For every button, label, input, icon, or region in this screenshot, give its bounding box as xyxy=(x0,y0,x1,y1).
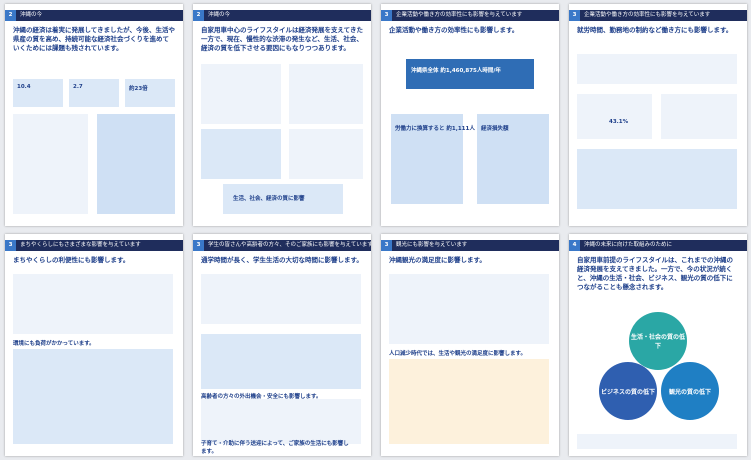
figure-block xyxy=(477,114,549,204)
header-title: まちやくらしにもさまざまな影響を与えています xyxy=(20,242,141,248)
headline: 自家用車中心のライフスタイルは経済発展を支えてきた一方で、現在、慢性的な渋滞の発… xyxy=(201,26,363,52)
figure-block xyxy=(13,349,173,444)
headline: 沖縄の経済は着実に発展してきましたが、今後、生活や県産の質を高め、持続可能な経済… xyxy=(13,26,175,52)
section-number: 3 xyxy=(193,240,204,251)
figure-block xyxy=(13,79,63,107)
figure-block xyxy=(406,59,534,89)
document-page: 3 観光にも影響を与えています沖縄観光の満足度に影響します。人口減少時代では、生活… xyxy=(381,234,559,456)
header-title: 企業活動や働き方の効率性にも影響を与えています xyxy=(584,12,711,18)
item-text: 経済損失額 xyxy=(481,126,509,132)
figure-block xyxy=(577,54,737,84)
section-number: 2 xyxy=(193,10,204,21)
figure-block xyxy=(125,79,175,107)
document-page: 3 学生の皆さんや高齢者の方々、そのご家族にも影響を与えています通学時間が長く、学… xyxy=(193,234,371,456)
section-number: 3 xyxy=(381,10,392,21)
section-header: 3 企業活動や働き方の効率性にも影響を与えています xyxy=(569,10,747,21)
figure-block xyxy=(223,184,343,214)
figure-block xyxy=(577,94,652,139)
section-header: 4 沖縄の未来に向けた取組みのために xyxy=(569,240,747,251)
item-text: 高齢者の方々の外出機会・安全にも影響します。 xyxy=(201,394,322,400)
header-title: 沖縄の今 xyxy=(208,12,231,18)
section-number: 3 xyxy=(569,10,580,21)
figure-block xyxy=(289,129,363,179)
figure-block xyxy=(289,64,363,124)
item-text: 2.7 xyxy=(73,84,83,90)
section-header: 3 まちやくらしにもさまざまな影響を与えています xyxy=(5,240,183,251)
item-text: 約23倍 xyxy=(129,86,148,92)
figure-block xyxy=(97,114,175,214)
figure-block xyxy=(13,114,88,214)
quality-circle: 生活・社会の質の低下 xyxy=(629,312,687,370)
document-page: 2 沖縄の今自家用車中心のライフスタイルは経済発展を支えてきた一方で、現在、慢性的… xyxy=(193,4,371,226)
section-number: 3 xyxy=(381,240,392,251)
header-title: 沖縄の未来に向けた取組みのために xyxy=(584,242,673,248)
item-text: 子育て・介助に伴う送迎によって、ご家族の生活にも影響します。 xyxy=(201,441,349,455)
section-header: 3 観光にも影響を与えています xyxy=(381,240,559,251)
document-page: 3 企業活動や働き方の効率性にも影響を与えています企業活動や働き方の効率性にも影響… xyxy=(381,4,559,226)
section-number: 2 xyxy=(5,10,16,21)
item-text: 人口減少時代では、生活や観光の満足度に影響します。 xyxy=(389,351,526,357)
section-header: 3 学生の皆さんや高齢者の方々、そのご家族にも影響を与えています xyxy=(193,240,371,251)
document-page: 4 沖縄の未来に向けた取組みのために自家用車前提のライフスタイルは、これまでの沖縄… xyxy=(569,234,747,456)
document-page: 2 沖縄の今沖縄の経済は着実に発展してきましたが、今後、生活や県産の質を高め、持続… xyxy=(5,4,183,226)
figure-block xyxy=(389,274,549,344)
section-header: 2 沖縄の今 xyxy=(5,10,183,21)
figure-block xyxy=(201,274,361,324)
section-header: 2 沖縄の今 xyxy=(193,10,371,21)
figure-block xyxy=(201,129,281,179)
item-text: 生活、社会、経済の質に影響 xyxy=(233,196,305,202)
header-title: 沖縄の今 xyxy=(20,12,43,18)
quality-circle: 観光の質の低下 xyxy=(661,362,719,420)
section-number: 3 xyxy=(5,240,16,251)
header-title: 観光にも影響を与えています xyxy=(396,242,468,248)
headline: 自家用車前提のライフスタイルは、これまでの沖縄の経済発展を支えてきました。一方で… xyxy=(577,256,733,291)
document-page: 3 企業活動や働き方の効率性にも影響を与えています就労時間、勤務地の制約など働き方… xyxy=(569,4,747,226)
document-page: 3 まちやくらしにもさまざまな影響を与えていますまちやくらしの利便性にも影響します… xyxy=(5,234,183,456)
figure-block xyxy=(201,64,281,124)
headline: まちやくらしの利便性にも影響します。 xyxy=(13,256,130,264)
figure-block xyxy=(201,334,361,389)
item-text: 43.1% xyxy=(609,119,629,125)
figure-block xyxy=(661,94,737,139)
figure-block xyxy=(577,149,737,209)
figure-block xyxy=(389,359,549,444)
item-text: 沖縄県全体 約1,460,875人時間/年 xyxy=(411,68,501,74)
figure-block xyxy=(201,399,361,444)
section-header: 3 企業活動や働き方の効率性にも影響を与えています xyxy=(381,10,559,21)
figure-block xyxy=(13,274,173,334)
headline: 沖縄観光の満足度に影響します。 xyxy=(389,256,486,264)
header-title: 企業活動や働き方の効率性にも影響を与えています xyxy=(396,12,523,18)
header-title: 学生の皆さんや高齢者の方々、そのご家族にも影響を与えています xyxy=(208,242,371,248)
headline: 企業活動や働き方の効率性にも影響します。 xyxy=(389,26,519,34)
headline: 通学時間が長く、学生生活の大切な時間に影響します。 xyxy=(201,256,363,264)
item-text: 10.4 xyxy=(17,84,31,90)
section-number: 4 xyxy=(569,240,580,251)
headline: 就労時間、勤務地の制約など働き方にも影響します。 xyxy=(577,26,733,34)
figure-block xyxy=(577,434,737,449)
quality-circle: ビジネスの質の低下 xyxy=(599,362,657,420)
item-text: 労働力に換算すると 約1,111人 xyxy=(395,126,475,132)
figure-block xyxy=(391,114,463,204)
item-text: 環境にも負荷がかかっています。 xyxy=(13,341,95,347)
figure-block xyxy=(69,79,119,107)
